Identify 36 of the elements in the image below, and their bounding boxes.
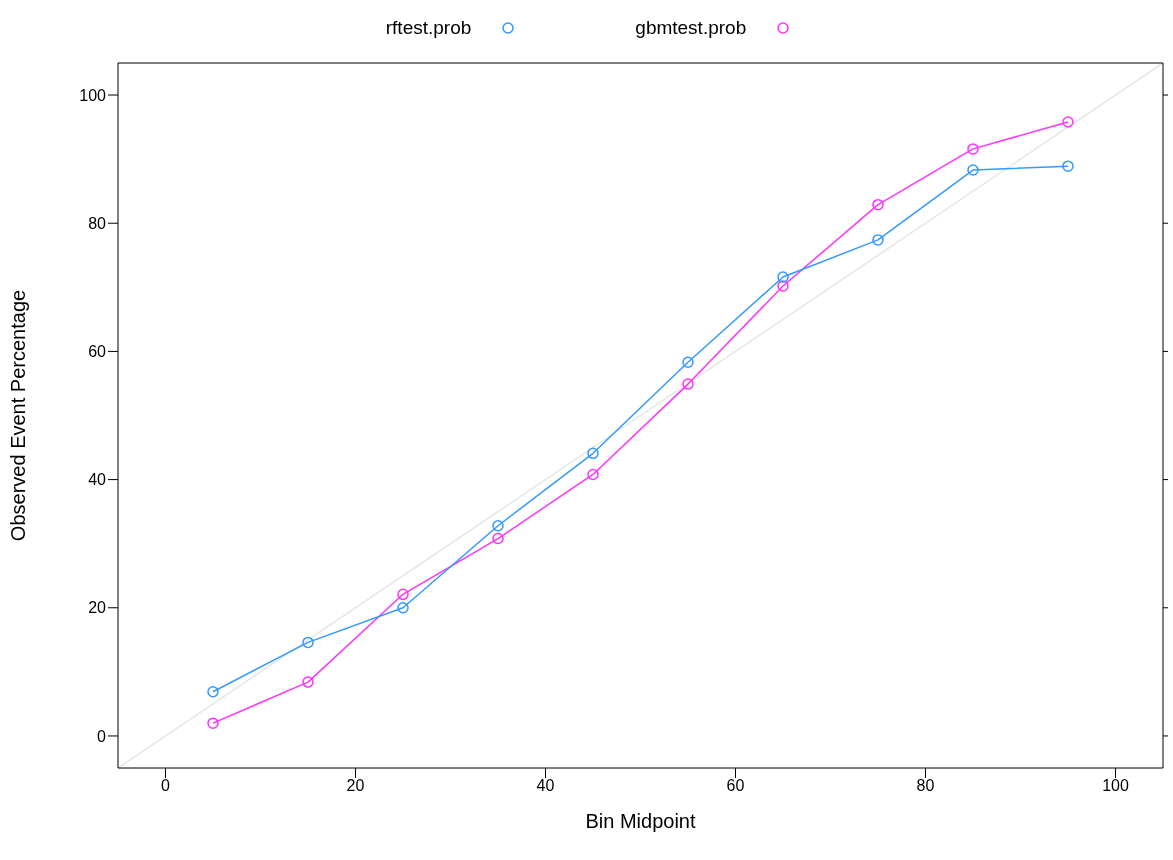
point (207, 685, 219, 698)
y-axis-title: Observed Event Percentage (7, 289, 30, 542)
point (682, 378, 694, 390)
point (1062, 116, 1074, 128)
point (302, 636, 314, 649)
point (872, 198, 884, 211)
y-tick-label: 0 (97, 727, 107, 745)
x-tick-label: 100 (1102, 777, 1129, 795)
point (302, 676, 314, 688)
x-tick-label: 20 (346, 777, 365, 795)
point (587, 447, 599, 460)
legend-label: rftest.prob (385, 17, 472, 39)
point (492, 519, 504, 532)
point (397, 602, 409, 614)
x-axis-title: Bin Midpoint (585, 810, 696, 832)
x-tick-label: 80 (916, 777, 935, 795)
point (967, 143, 979, 155)
x-tick-label: 0 (161, 777, 171, 795)
point (207, 717, 219, 729)
y-tick-label: 40 (88, 471, 107, 489)
point (1062, 160, 1074, 172)
y-tick-label: 100 (79, 86, 107, 104)
point (777, 271, 789, 283)
point (777, 280, 789, 292)
y-tick-label: 60 (88, 343, 107, 361)
x-tick-label: 40 (536, 777, 555, 795)
point (967, 164, 979, 176)
x-tick-label: 60 (726, 777, 745, 795)
point (492, 532, 504, 545)
point (587, 468, 599, 481)
point (872, 234, 884, 246)
point (682, 356, 694, 369)
point (397, 588, 409, 601)
legend-label: gbmtest.prob (635, 17, 747, 39)
y-tick-label: 80 (88, 214, 107, 232)
y-tick-label: 20 (88, 599, 107, 617)
